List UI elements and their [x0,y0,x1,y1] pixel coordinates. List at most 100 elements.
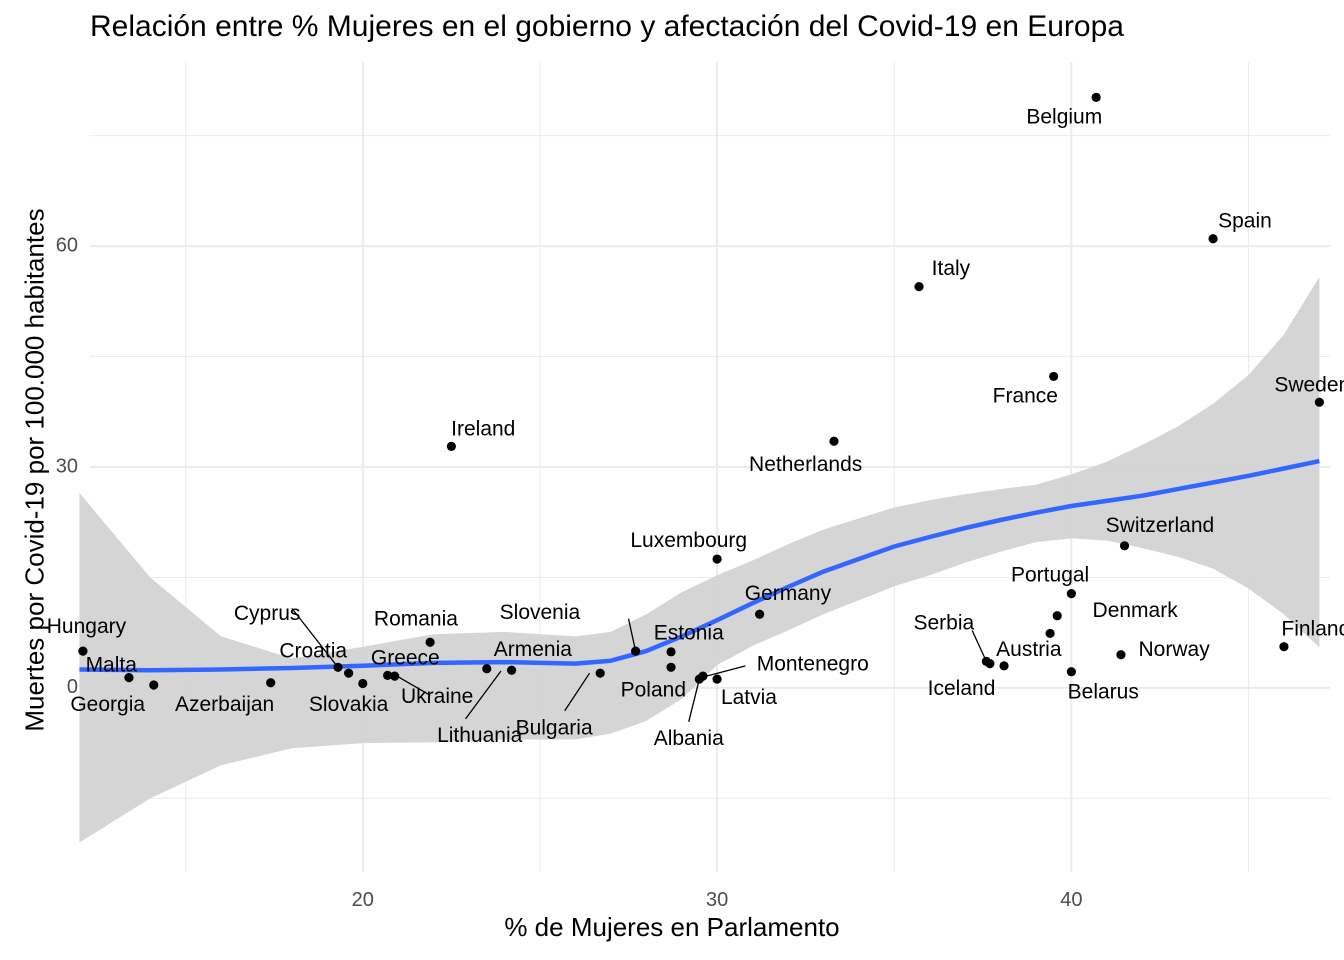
label-hungary: Hungary [47,615,127,638]
label-netherlands: Netherlands [749,453,862,476]
leader-line-slovenia [627,618,637,652]
point-slovenia [631,646,641,656]
point-poland [666,662,676,672]
point-belgium [1091,92,1101,102]
point-ukraine [390,671,400,681]
x-tick-30: 30 [706,889,728,911]
label-ireland: Ireland [451,418,515,441]
point-spain [1208,234,1218,244]
point-italy [914,281,924,292]
x-tick-40: 40 [1060,889,1082,911]
leader-line-albania [688,678,701,722]
point-malta [124,673,134,683]
point-cyprus [333,662,343,672]
label-iceland: Iceland [928,677,996,700]
label-germany: Germany [745,582,832,605]
point-finland [1279,642,1289,652]
point-labels: Hungary Malta Georgia Azerbaijan Cyprus Croat… [47,106,1344,750]
point-estonia [666,647,676,657]
label-ukraine: Ukraine [401,685,473,708]
point-sweden [1314,397,1324,407]
x-tick-labels: 20 30 40 [352,889,1083,911]
point-switzerland [1119,541,1130,551]
point-greece [383,670,393,680]
label-poland: Poland [621,678,686,701]
point-austria [999,661,1009,671]
point-montenegro [698,671,708,681]
label-estonia: Estonia [654,622,724,645]
label-croatia: Croatia [279,639,347,662]
leader-line-bulgaria [564,672,591,712]
label-latvia: Latvia [721,686,777,709]
label-slovakia: Slovakia [309,693,389,716]
point-romania [425,637,435,647]
label-austria: Austria [996,638,1062,661]
label-sweden: Sweden [1274,374,1344,397]
label-slovenia: Slovenia [500,601,581,624]
point-slovakia [358,678,368,689]
y-axis-label: Muertes por Covid-19 por 100.000 habitan… [19,208,50,732]
label-georgia: Georgia [70,693,145,716]
label-lithuania: Lithuania [437,724,523,747]
point-latvia [712,674,722,684]
point-croatia [344,668,354,678]
label-finland: Finland [1281,617,1344,640]
label-malta: Malta [86,653,138,676]
confidence-ribbon [79,277,1320,843]
label-romania: Romania [374,608,458,631]
point-georgia [149,680,159,690]
point-germany [755,609,765,619]
chart-title: Relación entre % Mujeres en el gobierno … [90,10,1124,43]
point-ireland [446,441,456,451]
point-portugal2 [1066,589,1076,599]
point-portugal [1045,628,1055,639]
label-bulgaria: Bulgaria [516,717,593,740]
point-armenia [507,665,517,675]
label-albania: Albania [654,727,724,750]
point-netherlands [829,436,839,446]
label-luxembourg: Luxembourg [630,529,747,552]
label-greece: Greece [371,647,440,670]
label-belgium: Belgium [1026,106,1102,129]
point-lithuania [482,664,492,674]
point-azerbaijan [266,678,276,688]
x-axis-label: % de Mujeres en Parlamento [504,912,840,942]
label-armenia: Armenia [494,638,573,661]
y-tick-30: 30 [56,455,78,477]
label-portugal: Portugal [1011,564,1089,587]
confidence-band [79,277,1320,843]
label-denmark: Denmark [1093,599,1179,622]
y-tick-60: 60 [56,234,78,256]
loess-smooth-line [79,458,1320,673]
leader-line-montenegro [706,665,746,677]
leader-line-cyprus [291,607,339,668]
label-montenegro: Montenegro [757,653,869,676]
leader-line-lithuania [465,670,502,720]
label-switzerland: Switzerland [1106,514,1215,537]
label-belarus: Belarus [1068,681,1139,704]
point-norway [1116,650,1126,660]
x-tick-20: 20 [352,889,374,911]
point-bulgaria [595,668,605,678]
label-spain: Spain [1218,209,1272,232]
leader-line-serbia [971,630,987,662]
label-cyprus: Cyprus [234,602,301,625]
label-leader-lines [291,607,987,722]
label-serbia: Serbia [913,611,974,634]
point-denmark [1052,611,1062,621]
leader-line-ukraine [397,676,431,696]
y-tick-labels: 0 30 60 [56,234,78,698]
point-luxembourg [712,554,722,564]
data-points [78,92,1324,690]
point-belarus [1066,667,1076,677]
label-france: France [993,385,1058,408]
point-france [1049,371,1059,382]
major-gridlines [90,62,1330,872]
label-norway: Norway [1139,638,1211,661]
point-iceland [985,659,995,669]
smooth-line [79,458,1320,673]
label-italy: Italy [932,257,971,280]
label-azerbaijan: Azerbaijan [175,693,274,716]
y-tick-0: 0 [67,676,78,698]
